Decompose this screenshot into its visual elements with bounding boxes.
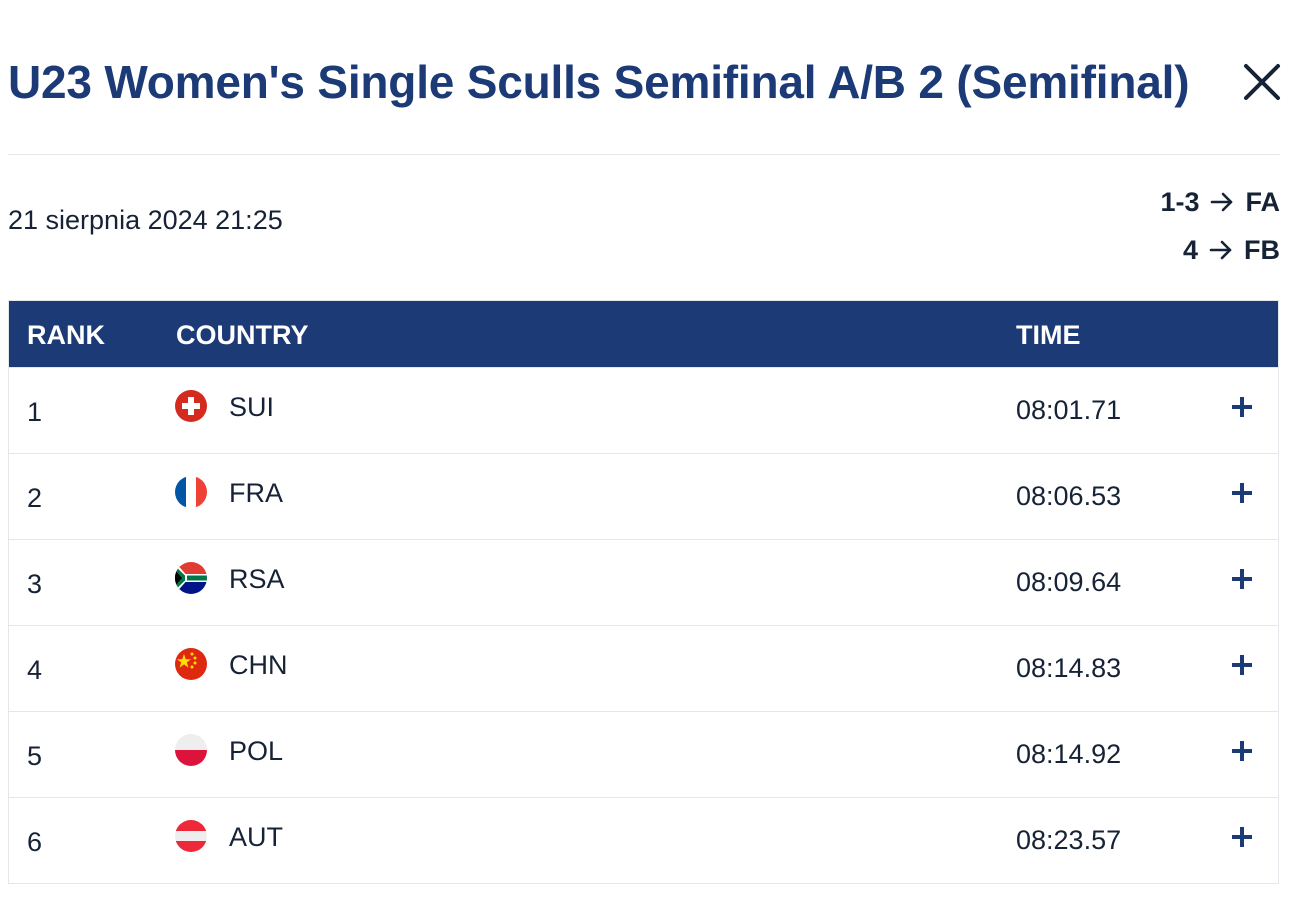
column-header-country: COUNTRY	[176, 320, 309, 350]
time-cell: 08:09.64	[1016, 567, 1122, 597]
country-cell: POL	[229, 736, 284, 766]
race-date: 21 sierpnia 2024 21:25	[8, 205, 283, 235]
arrow-right-icon	[1209, 240, 1232, 260]
flag-chn-icon	[175, 648, 207, 680]
table-header: RANK COUNTRY TIME	[9, 301, 1278, 367]
rank-cell: 3	[27, 569, 43, 599]
flag-sui-icon	[175, 390, 207, 422]
progression-rule: 4 FB	[1160, 226, 1280, 274]
table-row: 4 CHN 08:14.83	[9, 625, 1278, 711]
plus-icon	[1232, 397, 1252, 417]
table-row: 2 FRA 08:06.53	[9, 453, 1278, 539]
column-header-time: TIME	[1016, 320, 1081, 350]
plus-icon	[1232, 483, 1252, 503]
table-row: 6 AUT 08:23.57	[9, 797, 1278, 883]
expand-row-button[interactable]	[1227, 564, 1257, 594]
column-header-rank: RANK	[27, 320, 105, 350]
progression-range: 1-3	[1160, 187, 1200, 217]
table-row: 5 POL 08:14.92	[9, 711, 1278, 797]
progression-rule: 1-3 FA	[1160, 178, 1280, 226]
plus-icon	[1232, 827, 1252, 847]
expand-row-button[interactable]	[1227, 822, 1257, 852]
rank-cell: 1	[27, 397, 43, 427]
time-cell: 08:06.53	[1016, 481, 1122, 511]
country-cell: RSA	[229, 564, 285, 594]
time-cell: 08:14.83	[1016, 653, 1122, 683]
time-cell: 08:14.92	[1016, 739, 1122, 769]
country-cell: AUT	[229, 822, 283, 852]
expand-row-button[interactable]	[1227, 392, 1257, 422]
country-cell: SUI	[229, 392, 275, 422]
rank-cell: 2	[27, 483, 43, 513]
expand-row-button[interactable]	[1227, 478, 1257, 508]
results-table: RANK COUNTRY TIME 1 SUI 08:01.71 2	[8, 300, 1279, 884]
expand-row-button[interactable]	[1227, 650, 1257, 680]
page-title: U23 Women's Single Sculls Semifinal A/B …	[8, 56, 1190, 108]
table-row: 3 RSA 08:09.64	[9, 539, 1278, 625]
table-row: 1 SUI 08:01.71	[9, 367, 1278, 453]
progression-target: FB	[1244, 235, 1280, 265]
progression-rules: 1-3 FA 4 FB	[1160, 178, 1280, 274]
country-cell: FRA	[229, 478, 283, 508]
header-divider	[8, 154, 1280, 155]
expand-row-button[interactable]	[1227, 736, 1257, 766]
arrow-right-icon	[1211, 192, 1233, 212]
rank-cell: 5	[27, 741, 43, 771]
plus-icon	[1232, 569, 1252, 589]
country-cell: CHN	[229, 650, 288, 680]
close-icon	[1244, 64, 1280, 100]
time-cell: 08:01.71	[1016, 395, 1122, 425]
close-button[interactable]	[1240, 60, 1284, 104]
flag-pol-icon	[175, 734, 207, 766]
flag-fra-icon	[175, 476, 207, 508]
plus-icon	[1232, 655, 1252, 675]
progression-target: FA	[1245, 187, 1280, 217]
plus-icon	[1232, 741, 1252, 761]
time-cell: 08:23.57	[1016, 825, 1122, 855]
flag-aut-icon	[175, 820, 207, 852]
progression-range: 4	[1182, 235, 1198, 265]
rank-cell: 6	[27, 827, 43, 857]
rank-cell: 4	[27, 655, 43, 685]
flag-rsa-icon	[175, 562, 207, 594]
